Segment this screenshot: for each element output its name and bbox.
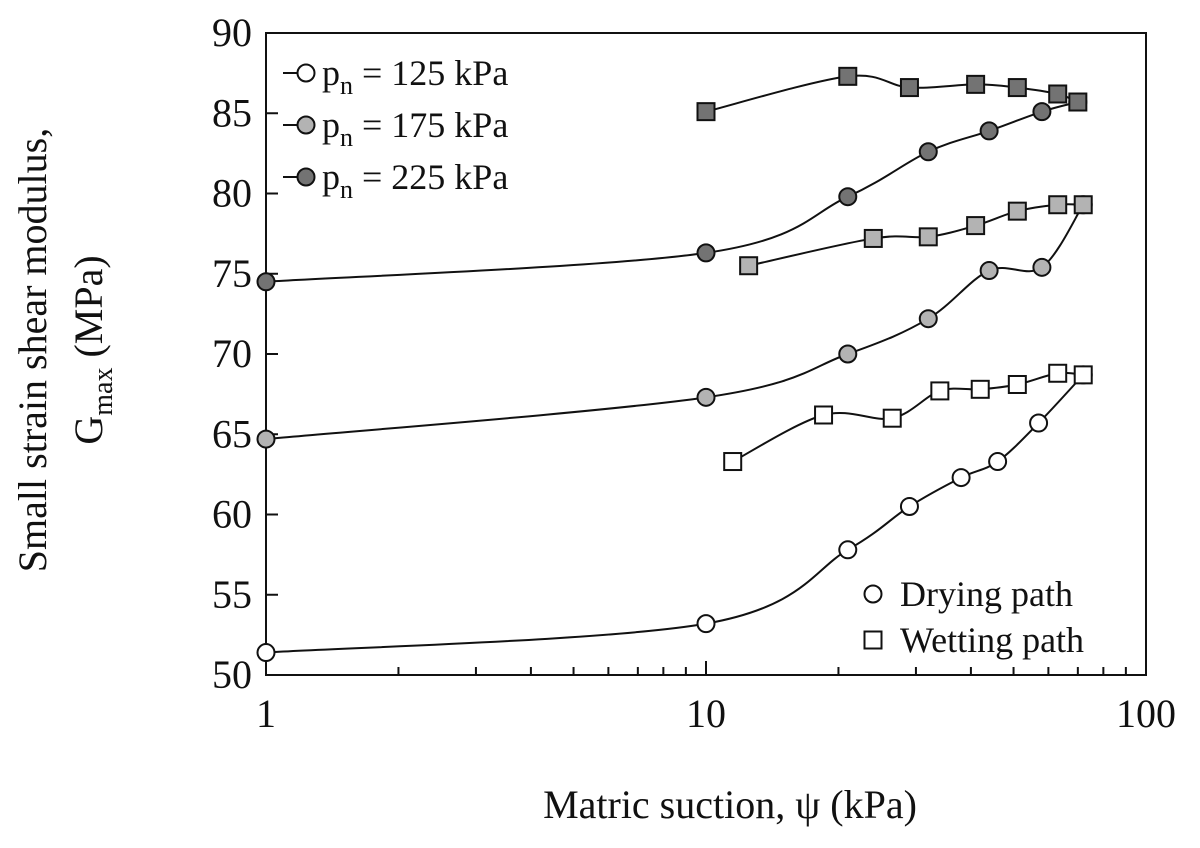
- drying-data-point: [256, 429, 276, 449]
- pressure-legend-value: = 125 kPa: [353, 53, 508, 93]
- drying-data-point: [988, 452, 1008, 472]
- series-line-1: [732, 371, 1084, 463]
- wetting-data-point: [723, 452, 743, 472]
- wetting-data-point: [696, 102, 716, 122]
- pressure-legend-label: pn = 225 kPa: [322, 157, 508, 204]
- y-tick-label: 90: [212, 10, 252, 55]
- y-tick-label: 60: [212, 492, 252, 537]
- drying-data-point: [838, 344, 858, 364]
- drying-data-point: [979, 261, 999, 281]
- wetting-data-point: [1048, 363, 1068, 383]
- wetting-data-point: [1073, 365, 1093, 385]
- pressure-legend-p: p: [322, 53, 340, 93]
- drying-data-point: [918, 142, 938, 162]
- series-line-0: [265, 374, 1084, 654]
- series-markers: [256, 66, 1093, 663]
- y-axis-title: Small strain shear modulus, Gmax (MPa): [10, 128, 119, 572]
- pressure-legend-value: = 225 kPa: [353, 157, 508, 197]
- wetting-data-point: [930, 381, 950, 401]
- wetting-data-point: [970, 379, 990, 399]
- drying-data-point: [256, 643, 276, 663]
- wetting-data-point: [814, 405, 834, 425]
- pressure-legend-sub: n: [340, 175, 353, 204]
- path-legend-label: Wetting path: [900, 620, 1084, 660]
- drying-data-point: [1029, 413, 1049, 433]
- y-tick-label: 50: [212, 652, 252, 697]
- wetting-data-point: [1068, 92, 1088, 112]
- drying-data-point: [918, 309, 938, 329]
- wetting-data-point: [882, 408, 902, 428]
- y-tick-label: 70: [212, 331, 252, 376]
- drying-data-point: [951, 468, 971, 488]
- y-tick-label: 65: [212, 411, 252, 456]
- drying-data-point: [979, 121, 999, 141]
- pressure-legend-marker: [296, 115, 316, 135]
- wetting-data-point: [838, 66, 858, 86]
- series-line-3: [748, 203, 1084, 267]
- drying-data-point: [696, 387, 716, 407]
- drying-data-point: [1032, 257, 1052, 277]
- drying-data-point: [256, 272, 276, 292]
- y-tick-label: 80: [212, 171, 252, 216]
- wetting-data-point: [1007, 374, 1027, 394]
- pressure-legend-marker: [296, 63, 316, 83]
- y-axis-ticks: 50 55 60 65 70 75 80 85 90: [212, 10, 278, 697]
- wetting-data-point: [1048, 195, 1068, 215]
- y-axis-title-line1: Small strain shear modulus,: [10, 128, 55, 572]
- path-legend-label: Drying path: [900, 574, 1073, 614]
- x-tick-label: 100: [1116, 691, 1176, 736]
- drying-data-point: [1032, 102, 1052, 122]
- series-line-4: [265, 101, 1079, 283]
- x-axis-title: Matric suction, ψ (kPa): [543, 782, 917, 827]
- wetting-data-point: [899, 78, 919, 98]
- pressure-legend-label: pn = 175 kPa: [322, 105, 508, 152]
- y-tick-label: 55: [212, 572, 252, 617]
- y-tick-label: 75: [212, 251, 252, 296]
- pressure-legend-sub: n: [340, 123, 353, 152]
- drying-data-point: [696, 614, 716, 634]
- y-axis-title-sub: max: [88, 368, 119, 416]
- wetting-data-point: [1073, 195, 1093, 215]
- pressure-legend-p: p: [322, 157, 340, 197]
- y-tick-label: 85: [212, 90, 252, 135]
- y-axis-title-unit: (MPa): [66, 255, 111, 367]
- wetting-data-point: [739, 256, 759, 276]
- drying-data-point: [899, 496, 919, 516]
- wetting-data-point: [1007, 78, 1027, 98]
- wetting-data-point: [918, 227, 938, 247]
- x-axis-ticks: 1 10 100: [256, 661, 1176, 736]
- wetting-data-point: [1007, 201, 1027, 221]
- wetting-data-point: [966, 216, 986, 236]
- path-legend-marker: [863, 630, 883, 650]
- pressure-legend-sub: n: [340, 71, 353, 100]
- wetting-data-point: [1048, 84, 1068, 104]
- series-line-2: [265, 204, 1085, 441]
- pressure-legend-value: = 175 kPa: [353, 105, 508, 145]
- drying-data-point: [838, 540, 858, 560]
- drying-data-point: [838, 187, 858, 207]
- pressure-legend-label: pn = 125 kPa: [322, 53, 508, 100]
- x-tick-label: 10: [686, 691, 726, 736]
- y-axis-title-line2: Gmax (MPa): [66, 255, 119, 444]
- drying-data-point: [696, 243, 716, 263]
- x-tick-label: 1: [256, 691, 276, 736]
- wetting-data-point: [863, 228, 883, 248]
- pressure-legend-marker: [296, 167, 316, 187]
- y-axis-title-g: G: [66, 416, 111, 445]
- wetting-data-point: [966, 74, 986, 94]
- path-legend-marker: [863, 584, 883, 604]
- path-legend: Drying path Wetting path: [863, 574, 1084, 660]
- pressure-legend-p: p: [322, 105, 340, 145]
